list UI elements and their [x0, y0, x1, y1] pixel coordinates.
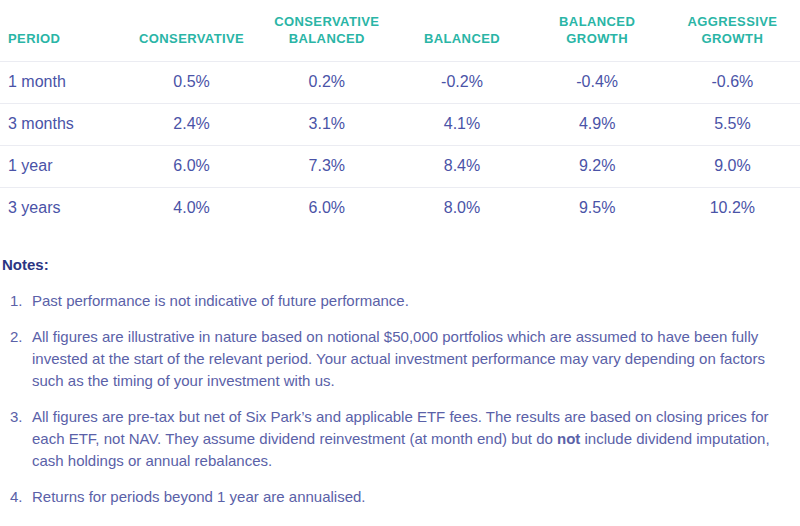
return-value: 5.5% [665, 103, 800, 145]
column-header-aggressive-growth: AGGRESSIVE GROWTH [665, 8, 800, 61]
column-header-conservative: CONSERVATIVE [124, 8, 259, 61]
return-value: 8.4% [394, 145, 529, 187]
return-value: 0.5% [124, 61, 259, 103]
table-row: 3 years 4.0% 6.0% 8.0% 9.5% 10.2% [0, 187, 800, 229]
note-text-bold: not [557, 430, 580, 447]
table-header-row: PERIOD CONSERVATIVE CONSERVATIVE BALANCE… [0, 8, 800, 61]
column-header-period: PERIOD [0, 8, 124, 61]
note-item-1: 1. Past performance is not indicative of… [2, 290, 786, 312]
period-label: 3 months [0, 103, 124, 145]
return-value: 6.0% [259, 187, 394, 229]
return-value: 8.0% [394, 187, 529, 229]
note-text: Returns for periods beyond 1 year are an… [32, 486, 366, 508]
note-number: 1. [10, 290, 32, 312]
return-value: 4.0% [124, 187, 259, 229]
table-row: 3 months 2.4% 3.1% 4.1% 4.9% 5.5% [0, 103, 800, 145]
table-row: 1 year 6.0% 7.3% 8.4% 9.2% 9.0% [0, 145, 800, 187]
notes-title: Notes: [2, 255, 786, 275]
note-item-4: 4. Returns for periods beyond 1 year are… [2, 486, 786, 508]
period-label: 1 year [0, 145, 124, 187]
note-item-2: 2. All figures are illustrative in natur… [2, 326, 786, 392]
note-text: All figures are illustrative in nature b… [32, 326, 774, 392]
return-value: -0.6% [665, 61, 800, 103]
return-value: 9.0% [665, 145, 800, 187]
period-label: 1 month [0, 61, 124, 103]
column-header-balanced-growth: BALANCED GROWTH [530, 8, 665, 61]
column-header-balanced: BALANCED [394, 8, 529, 61]
note-number: 4. [10, 486, 32, 508]
note-text: Past performance is not indicative of fu… [32, 290, 409, 312]
notes-section: Notes: 1. Past performance is not indica… [2, 255, 786, 508]
return-value: 10.2% [665, 187, 800, 229]
note-number: 2. [10, 326, 32, 392]
performance-page: PERIOD CONSERVATIVE CONSERVATIVE BALANCE… [0, 0, 800, 526]
return-value: 4.9% [530, 103, 665, 145]
note-item-3: 3. All figures are pre-tax but net of Si… [2, 406, 786, 472]
return-value: -0.2% [394, 61, 529, 103]
return-value: 3.1% [259, 103, 394, 145]
return-value: 9.5% [530, 187, 665, 229]
column-header-conservative-balanced: CONSERVATIVE BALANCED [259, 8, 394, 61]
return-value: 0.2% [259, 61, 394, 103]
table-row: 1 month 0.5% 0.2% -0.2% -0.4% -0.6% [0, 61, 800, 103]
period-label: 3 years [0, 187, 124, 229]
note-number: 3. [10, 406, 32, 472]
return-value: -0.4% [530, 61, 665, 103]
return-value: 7.3% [259, 145, 394, 187]
note-text: All figures are pre-tax but net of Six P… [32, 406, 774, 472]
return-value: 4.1% [394, 103, 529, 145]
return-value: 6.0% [124, 145, 259, 187]
performance-table: PERIOD CONSERVATIVE CONSERVATIVE BALANCE… [0, 8, 800, 229]
return-value: 2.4% [124, 103, 259, 145]
return-value: 9.2% [530, 145, 665, 187]
